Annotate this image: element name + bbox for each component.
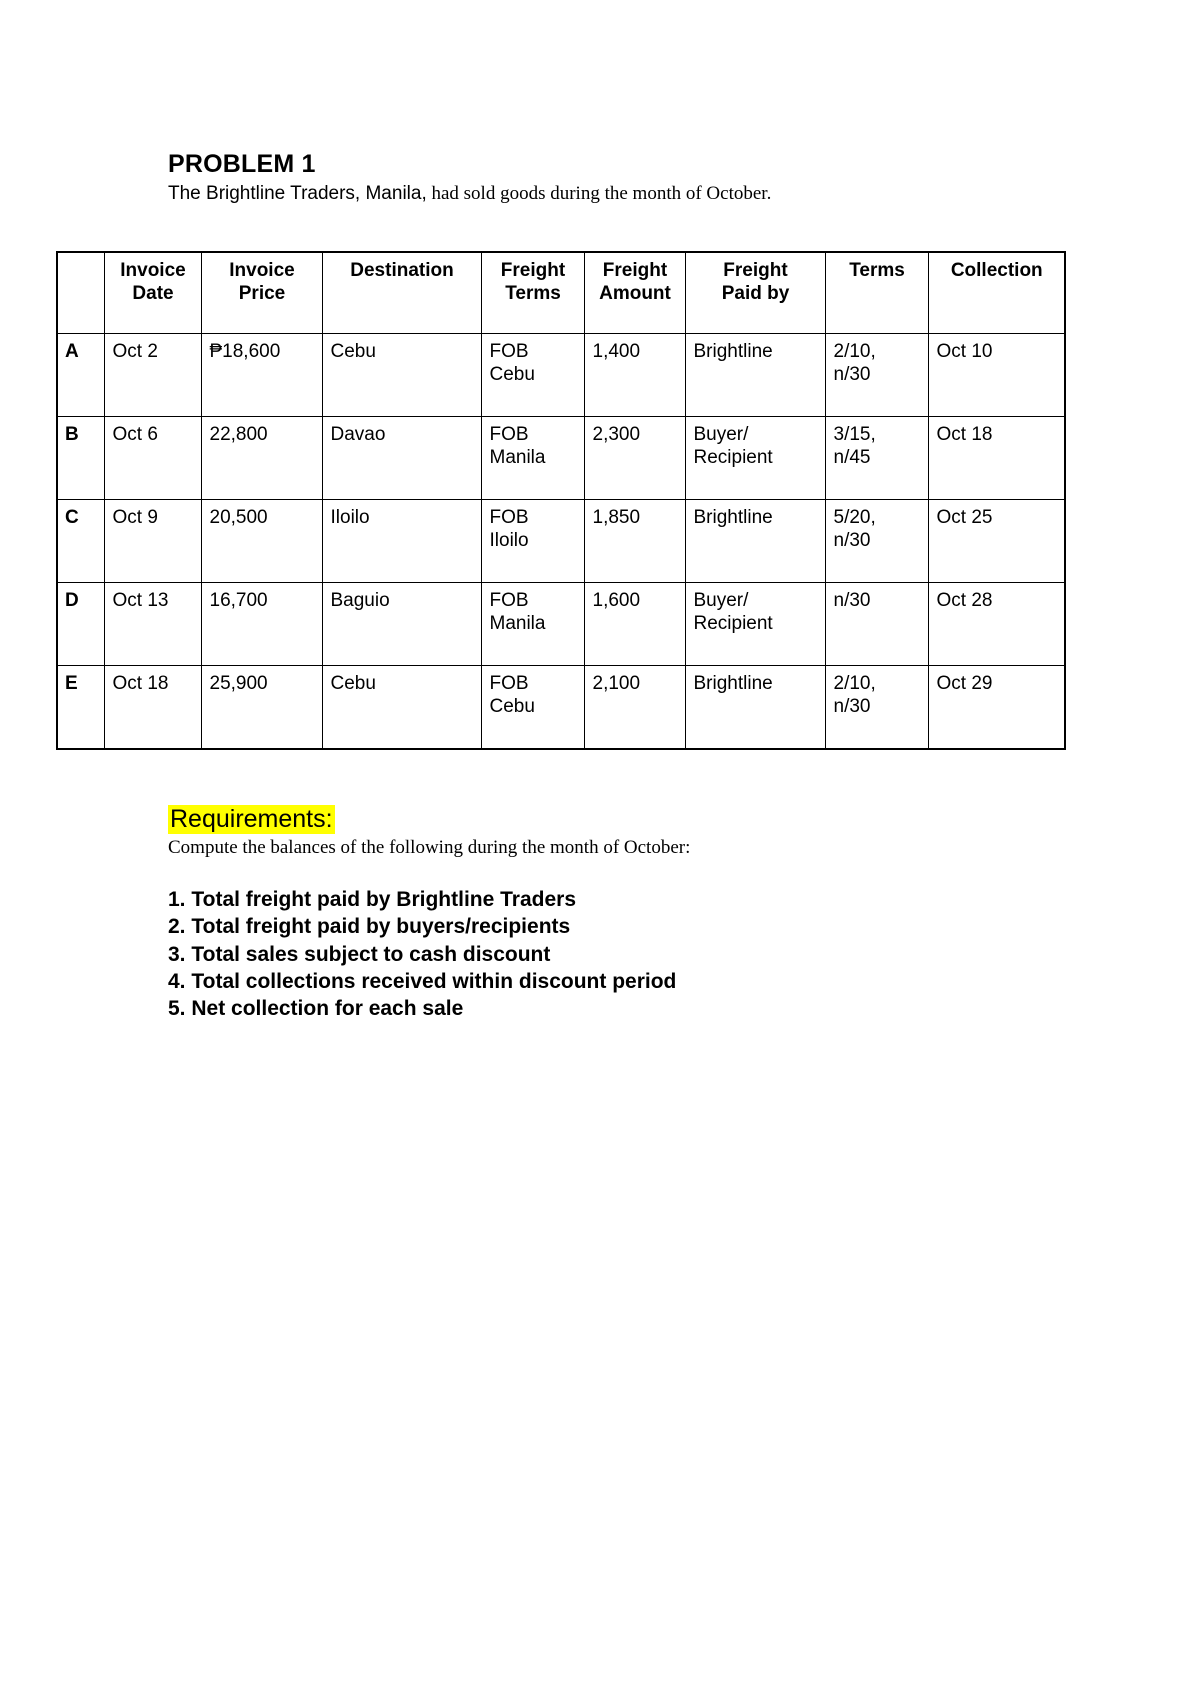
cell-invoice-date: Oct 13 <box>103 581 202 666</box>
cell-freight-terms: FOB Iloilo <box>480 498 585 583</box>
column-header-freight-paid-by: Freight Paid by <box>684 251 826 334</box>
cell-collection: Oct 18 <box>927 415 1066 500</box>
cell-freight-amount: 1,400 <box>583 332 686 417</box>
cell-collection: Oct 29 <box>927 664 1066 750</box>
cell-freight-paid-by: Brightline <box>684 664 826 750</box>
cell-collection: Oct 10 <box>927 332 1066 417</box>
row-key: C <box>56 498 105 583</box>
row-key: E <box>56 664 105 750</box>
cell-freight-amount: 1,600 <box>583 581 686 666</box>
cell-invoice-price: 22,800 <box>200 415 323 500</box>
cell-invoice-date: Oct 9 <box>103 498 202 583</box>
table-row: C Oct 9 20,500 Iloilo FOB Iloilo 1,850 Br… <box>56 498 1066 583</box>
column-header-invoice-date: Invoice Date <box>103 251 202 334</box>
requirements-section: Requirements: Compute the balances of th… <box>168 804 1066 1023</box>
cell-invoice-date: Oct 18 <box>103 664 202 750</box>
table-row: B Oct 6 22,800 Davao FOB Manila 2,300 Buy… <box>56 415 1066 500</box>
table-row: E Oct 18 25,900 Cebu FOB Cebu 2,100 Brigh… <box>56 664 1066 750</box>
cell-freight-terms: FOB Manila <box>480 415 585 500</box>
cell-freight-terms: FOB Cebu <box>480 664 585 750</box>
requirements-heading: Requirements: <box>168 804 335 835</box>
sales-table-container: Invoice Date Invoice Price Destination Fre… <box>56 250 1066 750</box>
list-item: 1. Total freight paid by Brightline Trad… <box>168 888 577 912</box>
row-key: D <box>56 581 105 666</box>
column-header-freight-amount: Freight Amount <box>583 251 686 334</box>
list-item: 5. Net collection for each sale <box>168 997 464 1021</box>
cell-collection: Oct 25 <box>927 498 1066 583</box>
cell-invoice-price: ₱18,600 <box>200 332 323 417</box>
page-title: PROBLEM 1 <box>168 150 316 178</box>
heading-block: PROBLEM 1 The Brightline Traders, Manila… <box>168 150 1066 206</box>
document-content: PROBLEM 1 The Brightline Traders, Manila… <box>56 150 1066 1023</box>
cell-freight-paid-by: Buyer/Recipient <box>684 581 826 666</box>
list-item: 3. Total sales subject to cash discount <box>168 942 551 966</box>
cell-freight-amount: 2,100 <box>583 664 686 750</box>
cell-freight-terms: FOB Cebu <box>480 332 585 417</box>
cell-terms: n/30 <box>824 581 929 666</box>
row-key: B <box>56 415 105 500</box>
cell-freight-amount: 2,300 <box>583 415 686 500</box>
cell-freight-paid-by: Buyer/Recipient <box>684 415 826 500</box>
cell-invoice-price: 25,900 <box>200 664 323 750</box>
table-header: Invoice Date Invoice Price Destination Fre… <box>56 251 1066 334</box>
cell-terms: 3/15, n/45 <box>824 415 929 500</box>
table-row: D Oct 13 16,700 Baguio FOB Manila 1,600 B… <box>56 581 1066 666</box>
sales-table: Invoice Date Invoice Price Destination Fre… <box>56 250 1066 750</box>
column-header-invoice-price: Invoice Price <box>200 251 323 334</box>
cell-terms: 2/10, n/30 <box>824 664 929 750</box>
column-header-freight-terms: Freight Terms <box>480 251 585 334</box>
cell-destination: Cebu <box>321 332 482 417</box>
table-row: A Oct 2 ₱18,600 Cebu FOB Cebu 1,400 Brigh… <box>56 332 1066 417</box>
problem-subtitle: The Brightline Traders, Manila, had sold… <box>168 183 1066 206</box>
cell-freight-terms: FOB Manila <box>480 581 585 666</box>
column-header-terms: Terms <box>824 251 929 334</box>
cell-destination: Baguio <box>321 581 482 666</box>
cell-terms: 5/20, n/30 <box>824 498 929 583</box>
table-body: A Oct 2 ₱18,600 Cebu FOB Cebu 1,400 Brigh… <box>56 332 1066 750</box>
cell-collection: Oct 28 <box>927 581 1066 666</box>
cell-freight-paid-by: Brightline <box>684 498 826 583</box>
cell-destination: Cebu <box>321 664 482 750</box>
requirements-instruction: Compute the balances of the following du… <box>168 837 691 859</box>
cell-terms: 2/10, n/30 <box>824 332 929 417</box>
cell-freight-amount: 1,850 <box>583 498 686 583</box>
subtitle-description: had sold goods during the month of Octob… <box>426 182 772 204</box>
list-item: 4. Total collections received within dis… <box>168 969 677 993</box>
cell-freight-paid-by: Brightline <box>684 332 826 417</box>
row-key: A <box>56 332 105 417</box>
cell-invoice-price: 16,700 <box>200 581 323 666</box>
table-header-row: Invoice Date Invoice Price Destination Fre… <box>56 251 1066 334</box>
column-header-rowkey <box>56 251 105 334</box>
cell-invoice-date: Oct 2 <box>103 332 202 417</box>
column-header-collection: Collection <box>927 251 1066 334</box>
cell-invoice-price: 20,500 <box>200 498 323 583</box>
cell-destination: Iloilo <box>321 498 482 583</box>
column-header-destination: Destination <box>321 251 482 334</box>
list-item: 2. Total freight paid by buyers/recipien… <box>168 915 571 939</box>
cell-invoice-date: Oct 6 <box>103 415 202 500</box>
cell-destination: Davao <box>321 415 482 500</box>
subtitle-company: The Brightline Traders, Manila, <box>168 182 427 204</box>
requirements-list: 1. Total freight paid by Brightline Trad… <box>168 886 1066 1022</box>
